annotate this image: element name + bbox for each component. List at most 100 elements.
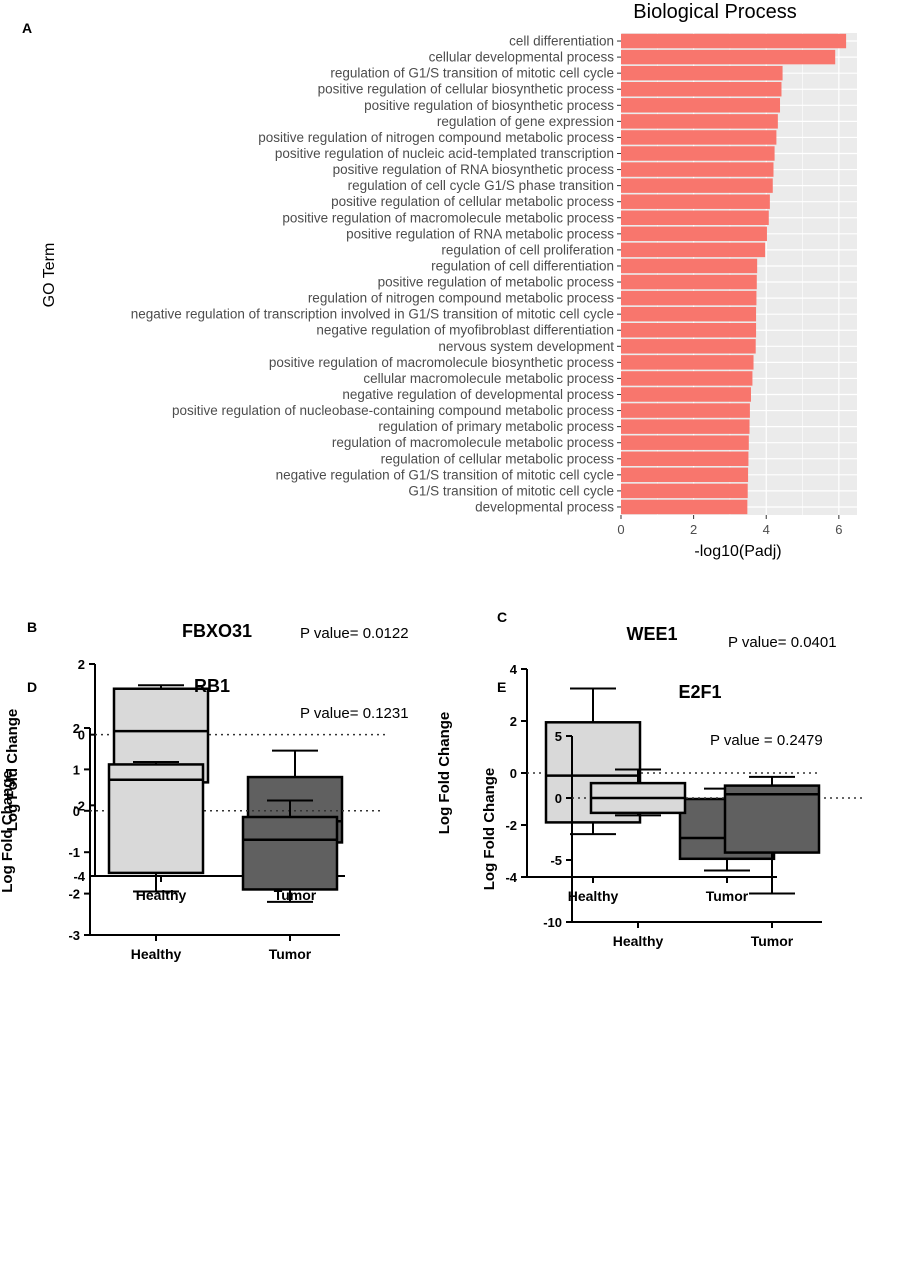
bar — [621, 114, 778, 129]
go-term-label: regulation of nitrogen compound metaboli… — [308, 291, 614, 306]
bar — [621, 387, 751, 402]
y-tick-label: -5 — [550, 853, 562, 868]
y-tick-label: 1 — [73, 762, 80, 777]
box-body — [241, 815, 339, 891]
box-plot-title: FBXO31 — [182, 621, 252, 641]
panel-letter: C — [497, 609, 507, 625]
go-term-label: G1/S transition of mitotic cell cycle — [408, 483, 614, 498]
go-term-label: nervous system development — [438, 339, 614, 354]
y-axis-label: GO Term — [41, 243, 58, 308]
p-value-label: P value= 0.1231 — [300, 705, 409, 722]
box-tumor: Tumor — [241, 799, 339, 962]
y-axis-label: Log Fold Change — [0, 770, 16, 892]
go-term-label: positive regulation of biosynthetic proc… — [364, 98, 614, 113]
bar — [621, 98, 781, 113]
y-tick-label: 2 — [510, 714, 517, 729]
box-plot-title: E2F1 — [678, 682, 721, 702]
category-label: Healthy — [136, 887, 187, 903]
bar — [621, 355, 754, 370]
bar — [621, 178, 773, 193]
y-tick-label: 4 — [510, 662, 518, 677]
bar — [621, 290, 757, 306]
category-label: Healthy — [131, 946, 182, 962]
p-value-label: P value = 0.2479 — [710, 732, 823, 749]
category-label: Healthy — [568, 888, 619, 904]
bar — [621, 467, 749, 483]
bar — [621, 306, 757, 322]
go-term-label: positive regulation of nitrogen compound… — [258, 130, 614, 145]
plot-panel-background — [621, 33, 857, 515]
bar-chart-title: Biological Process — [633, 1, 796, 23]
go-term-label: negative regulation of transcription inv… — [131, 307, 614, 322]
panel-letter: E — [497, 679, 506, 695]
bar — [621, 499, 748, 515]
box-body — [107, 763, 205, 875]
y-tick-label: -1 — [68, 845, 80, 860]
go-bar-chart: A Biological Process cell differentiatio… — [22, 1, 857, 560]
bar — [621, 419, 750, 434]
y-tick-label: -4 — [505, 870, 517, 885]
y-tick-label: -2 — [68, 887, 80, 902]
bar — [621, 49, 836, 65]
go-term-label: regulation of gene expression — [437, 114, 614, 129]
y-tick-label: -2 — [73, 798, 85, 813]
panel-letter: D — [27, 679, 37, 695]
p-value-label: P value= 0.0401 — [728, 634, 837, 651]
x-tick-label: 6 — [835, 522, 842, 537]
bar — [621, 483, 748, 499]
go-term-label: positive regulation of RNA biosynthetic … — [333, 162, 615, 177]
bar — [621, 146, 775, 161]
panel-letter-a: A — [22, 20, 32, 36]
x-tick-label: 4 — [763, 522, 770, 537]
go-term-label: regulation of G1/S transition of mitotic… — [330, 66, 614, 81]
y-tick-label: 0 — [73, 804, 80, 819]
bar — [621, 242, 766, 258]
bar — [621, 210, 769, 225]
go-term-label: positive regulation of macromolecule met… — [282, 210, 614, 225]
go-term-label: negative regulation of G1/S transition o… — [276, 467, 614, 482]
bar — [621, 82, 782, 97]
box-plot-title: RB1 — [194, 676, 230, 696]
go-term-label: negative regulation of myofibroblast dif… — [316, 323, 614, 338]
y-axis-label: Log Fold Change — [436, 712, 453, 834]
go-term-label: positive regulation of macromolecule bio… — [269, 355, 614, 370]
go-term-label: cell differentiation — [509, 34, 614, 49]
go-term-label: positive regulation of metabolic process — [378, 275, 615, 290]
x-axis-ticks: 0 2 4 6 — [617, 515, 842, 537]
go-term-label: cellular developmental process — [429, 50, 615, 65]
y-axis-label: Log Fold Change — [481, 768, 498, 890]
bar — [621, 339, 756, 354]
p-value-label: P value= 0.0122 — [300, 625, 409, 642]
go-term-label: positive regulation of cellular biosynth… — [318, 82, 615, 97]
x-tick-label: 0 — [617, 522, 624, 537]
bar — [621, 435, 749, 450]
box-plot-rb1: D RB1 P value= 0.1231 Log Fold Change 2 1 0 -1 -… — [0, 676, 409, 962]
bar — [621, 403, 750, 418]
go-term-label: regulation of cell proliferation — [441, 242, 614, 257]
y-tick-label: -3 — [68, 928, 80, 943]
bar — [621, 65, 783, 81]
box-body — [723, 784, 821, 854]
bar — [621, 451, 749, 466]
y-tick-label: 0 — [555, 791, 562, 806]
bar — [621, 130, 777, 145]
go-term-label: cellular macromolecule metabolic process — [363, 371, 614, 386]
go-term-label: regulation of macromolecule metabolic pr… — [332, 435, 614, 450]
y-tick-label: 0 — [78, 728, 85, 743]
category-label: Tumor — [274, 887, 317, 903]
box-tumor: Tumor — [723, 775, 821, 949]
y-tick-label: 2 — [78, 657, 85, 672]
go-term-label: positive regulation of nucleobase-contai… — [172, 403, 614, 418]
go-term-label: negative regulation of developmental pro… — [342, 387, 614, 402]
bar-series — [621, 33, 847, 515]
go-term-label: regulation of cell cycle G1/S phase tran… — [348, 178, 614, 193]
x-tick-label: 2 — [690, 522, 697, 537]
category-label: Tumor — [751, 933, 794, 949]
box-healthy: Healthy — [589, 768, 687, 949]
box-plot-e2f1: E E2F1 P value = 0.2479 Log Fold Change 5 0 -5… — [481, 679, 862, 949]
bar — [621, 274, 757, 290]
bar — [621, 323, 757, 338]
